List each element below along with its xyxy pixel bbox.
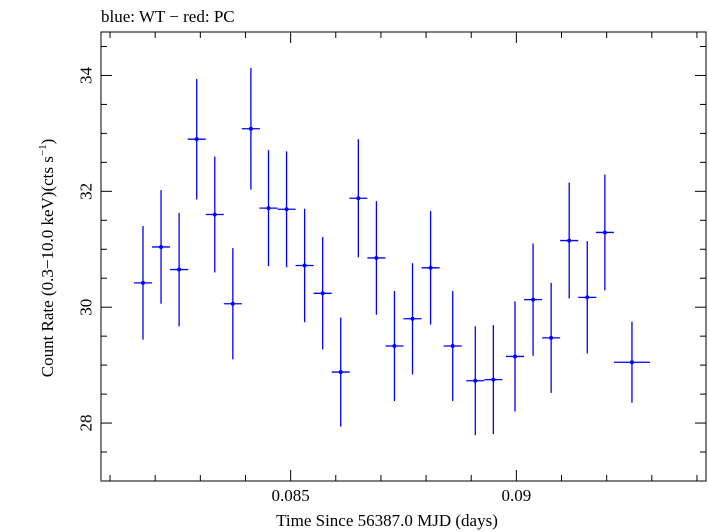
data-point bbox=[524, 243, 543, 356]
y-tick-label: 32 bbox=[77, 183, 96, 200]
data-point bbox=[223, 248, 242, 360]
x-axis-label: Time Since 56387.0 MJD (days) bbox=[276, 511, 498, 530]
data-point bbox=[241, 67, 260, 190]
data-point bbox=[295, 208, 314, 323]
data-point bbox=[259, 150, 278, 267]
y-axis-label-main: Count Rate (0.3−10.0 keV)(cts s bbox=[38, 156, 57, 377]
y-axis-label-superscript: −1 bbox=[37, 144, 49, 156]
y-tick-label: 34 bbox=[77, 66, 96, 84]
y-axis-label-close: ) bbox=[38, 139, 57, 145]
data-point bbox=[560, 182, 579, 299]
data-point bbox=[595, 174, 614, 291]
y-axis-ticks bbox=[101, 45, 706, 453]
data-point bbox=[133, 226, 153, 340]
data-point bbox=[466, 326, 485, 436]
data-point bbox=[187, 78, 206, 200]
data-point bbox=[170, 212, 189, 327]
x-axis-tick-labels: 0.085 0.09 bbox=[272, 486, 532, 505]
data-point bbox=[385, 290, 404, 402]
data-point bbox=[505, 301, 525, 412]
data-marker bbox=[629, 360, 634, 365]
data-point bbox=[613, 321, 651, 403]
data-marker bbox=[266, 206, 271, 211]
data-marker bbox=[159, 244, 164, 249]
data-point bbox=[403, 263, 422, 375]
data-marker bbox=[356, 196, 361, 201]
x-tick-label: 0.085 bbox=[272, 486, 310, 505]
y-tick-label: 30 bbox=[77, 299, 96, 316]
data-point bbox=[578, 241, 597, 354]
data-point bbox=[152, 190, 171, 304]
data-point bbox=[349, 139, 368, 258]
data-marker bbox=[284, 207, 289, 212]
data-marker bbox=[513, 354, 518, 359]
data-marker bbox=[450, 344, 455, 349]
data-point bbox=[313, 237, 332, 350]
plot-frame bbox=[100, 31, 707, 482]
data-marker bbox=[491, 377, 496, 382]
data-marker bbox=[374, 255, 379, 260]
data-marker bbox=[549, 335, 554, 340]
data-point bbox=[331, 317, 350, 427]
data-marker bbox=[248, 126, 253, 131]
data-point bbox=[367, 201, 386, 315]
y-tick-label: 28 bbox=[77, 415, 96, 432]
data-marker bbox=[410, 316, 415, 321]
y-axis-tick-labels: 28 30 32 34 bbox=[77, 66, 96, 431]
x-tick-label: 0.09 bbox=[501, 486, 531, 505]
data-marker bbox=[230, 301, 235, 306]
x-axis-ticks bbox=[109, 32, 698, 481]
data-series-wt bbox=[133, 67, 651, 436]
data-marker bbox=[428, 265, 433, 270]
data-point bbox=[277, 151, 296, 268]
data-marker bbox=[212, 212, 217, 217]
data-point bbox=[484, 325, 503, 435]
data-marker bbox=[194, 137, 199, 142]
data-marker bbox=[392, 344, 397, 349]
data-marker bbox=[531, 297, 536, 302]
data-point bbox=[542, 282, 561, 393]
data-marker bbox=[585, 295, 590, 300]
chart-title: blue: WT − red: PC bbox=[101, 7, 235, 26]
data-marker bbox=[602, 230, 607, 235]
y-axis-label: Count Rate (0.3−10.0 keV)(cts s−1) bbox=[37, 139, 57, 378]
data-marker bbox=[567, 238, 572, 243]
data-marker bbox=[473, 378, 478, 383]
data-marker bbox=[338, 370, 343, 375]
data-marker bbox=[302, 263, 307, 268]
data-marker bbox=[320, 291, 325, 296]
data-marker bbox=[177, 267, 182, 272]
data-point bbox=[421, 211, 440, 325]
data-marker bbox=[140, 280, 145, 285]
data-point bbox=[443, 290, 462, 402]
data-point bbox=[205, 156, 224, 273]
